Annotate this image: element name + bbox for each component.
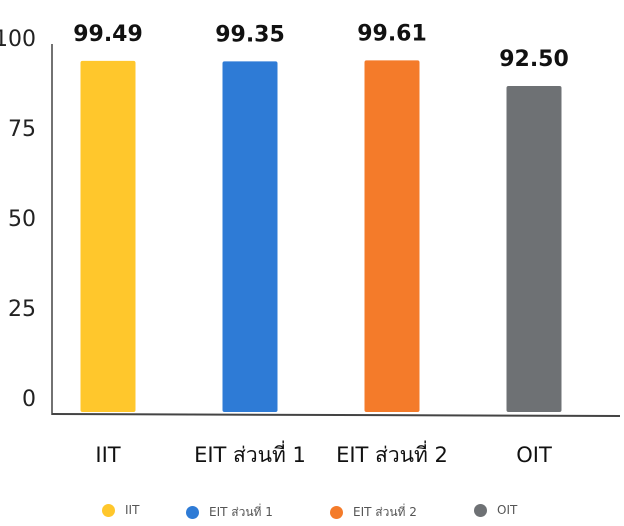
legend-swatch xyxy=(186,506,199,519)
category-label-2: EIT ส่วนที่ 1 xyxy=(194,440,306,467)
y-tick-label-100: 100 xyxy=(0,27,36,52)
category-label-3: EIT ส่วนที่ 2 xyxy=(336,440,448,467)
legend-label: IIT xyxy=(125,503,140,517)
y-tick-label-25: 25 xyxy=(8,297,36,322)
bar-4 xyxy=(506,86,562,412)
category-label-1: IIT xyxy=(95,443,120,467)
legend-item-3: EIT ส่วนที่ 2 xyxy=(330,503,417,522)
bar-1 xyxy=(80,60,136,412)
bar-2 xyxy=(222,61,278,413)
x-axis-line xyxy=(51,413,621,417)
x-axis-tick-labels: IIT EIT ส่วนที่ 1 EIT ส่วนที่ 2 OIT xyxy=(95,440,552,467)
category-label-4: OIT xyxy=(516,443,552,467)
bars-group xyxy=(80,60,562,413)
y-tick-label-75: 75 xyxy=(8,117,36,142)
value-label-2: 99.35 xyxy=(215,22,285,47)
legend-item-2: EIT ส่วนที่ 1 xyxy=(186,503,273,522)
value-labels-group: 99.49 99.35 99.61 92.50 xyxy=(73,21,569,72)
legend-label: EIT ส่วนที่ 2 xyxy=(353,505,417,519)
legend-swatch xyxy=(474,503,487,517)
bar-3 xyxy=(364,60,420,413)
y-tick-label-0: 0 xyxy=(22,387,36,412)
legend-label: EIT ส่วนที่ 1 xyxy=(209,505,273,519)
legend-label: OIT xyxy=(497,503,518,517)
legend-swatch xyxy=(102,503,115,517)
legend-item-1: IIT xyxy=(102,503,139,517)
bar-chart: 0 25 50 75 100 99.49 99.35 99.61 92.50 IIT EIT ส… xyxy=(0,21,621,467)
y-axis-tick-labels: 0 25 50 75 100 xyxy=(0,27,36,412)
value-label-4: 92.50 xyxy=(499,47,569,72)
y-tick-label-50: 50 xyxy=(8,207,36,232)
legend: IIT EIT ส่วนที่ 1 EIT ส่วนที่ 2 OIT xyxy=(0,500,624,526)
value-label-1: 99.49 xyxy=(73,22,143,47)
legend-swatch xyxy=(330,506,343,519)
value-label-3: 99.61 xyxy=(357,21,427,46)
legend-item-4: OIT xyxy=(474,503,517,517)
